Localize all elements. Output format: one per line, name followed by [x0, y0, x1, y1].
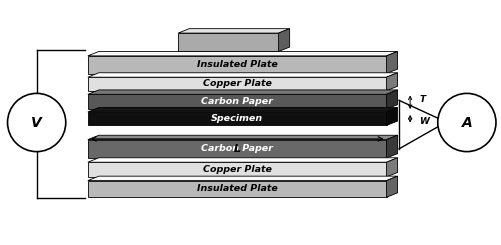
- Text: Carbon Paper: Carbon Paper: [201, 97, 273, 106]
- Text: Copper Plate: Copper Plate: [202, 165, 271, 174]
- Polygon shape: [88, 112, 386, 125]
- Polygon shape: [88, 77, 386, 91]
- Polygon shape: [88, 176, 397, 181]
- Text: L: L: [233, 144, 240, 154]
- Polygon shape: [88, 108, 397, 112]
- Polygon shape: [88, 94, 386, 109]
- Text: Carbon Paper: Carbon Paper: [201, 144, 273, 153]
- Polygon shape: [386, 176, 397, 197]
- Polygon shape: [386, 90, 397, 109]
- Polygon shape: [386, 73, 397, 91]
- Polygon shape: [88, 158, 397, 162]
- Ellipse shape: [437, 93, 495, 152]
- Ellipse shape: [8, 93, 66, 152]
- Polygon shape: [88, 90, 397, 94]
- Polygon shape: [386, 108, 397, 125]
- Polygon shape: [178, 29, 289, 33]
- Text: Insulated Plate: Insulated Plate: [196, 60, 277, 69]
- Polygon shape: [88, 56, 386, 74]
- Text: Specimen: Specimen: [211, 114, 263, 123]
- Text: Copper Plate: Copper Plate: [202, 79, 271, 88]
- Text: W: W: [418, 117, 428, 126]
- Polygon shape: [88, 162, 386, 177]
- Text: Insulated Plate: Insulated Plate: [196, 184, 277, 193]
- Text: T: T: [418, 95, 424, 104]
- Text: V: V: [31, 115, 42, 130]
- Polygon shape: [386, 51, 397, 74]
- Polygon shape: [88, 51, 397, 56]
- Polygon shape: [88, 135, 397, 140]
- Polygon shape: [88, 181, 386, 197]
- Text: A: A: [460, 115, 471, 130]
- Polygon shape: [88, 73, 397, 77]
- Polygon shape: [386, 135, 397, 158]
- Polygon shape: [88, 140, 386, 158]
- Polygon shape: [178, 33, 278, 51]
- Polygon shape: [278, 29, 289, 51]
- Polygon shape: [386, 158, 397, 177]
